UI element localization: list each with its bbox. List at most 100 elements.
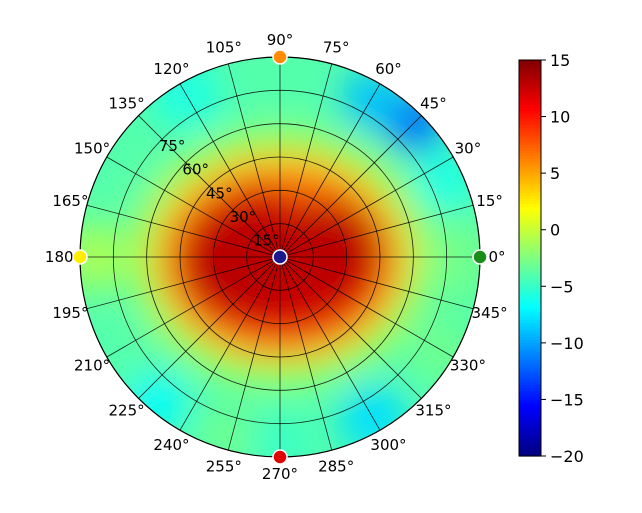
radial-tick-label: 75° — [159, 137, 186, 155]
colorbar-segment — [519, 60, 541, 64]
colorbar-segment — [519, 235, 541, 239]
azimuth-gridline — [279, 256, 454, 358]
colorbar-segment — [519, 325, 541, 330]
colorbar-segment — [519, 283, 541, 287]
colorbar-segment — [519, 308, 541, 313]
colorbar-segment — [519, 156, 541, 160]
colorbar-segment — [519, 71, 541, 75]
colorbar-segment — [519, 96, 541, 101]
colorbar-segment — [519, 260, 541, 265]
azimuth-gridline — [279, 256, 333, 451]
colorbar-tick-label: −15 — [550, 390, 584, 409]
azimuth-tick-label: 240° — [153, 436, 189, 454]
colorbar-segment — [519, 232, 541, 236]
azimuth-tick-label: 150° — [74, 140, 110, 158]
colorbar-segment — [519, 209, 541, 214]
azimuth-tick-label: 105° — [206, 38, 242, 56]
colorbar-segment — [519, 144, 541, 149]
colorbar-segment — [519, 150, 541, 154]
colorbar-segment — [519, 328, 541, 333]
colorbar-segment — [519, 201, 541, 205]
colorbar-segment — [519, 368, 541, 372]
colorbar-segment — [519, 342, 541, 347]
azimuth-tick-label: 255° — [206, 458, 242, 476]
colorbar-segment — [519, 215, 541, 219]
colorbar-segment — [519, 252, 541, 256]
colorbar-segment — [519, 362, 541, 367]
azimuth-gridline — [279, 256, 422, 399]
colorbar-segment — [519, 450, 541, 454]
colorbar-segment — [519, 62, 541, 67]
colorbar-segment — [519, 226, 541, 231]
colorbar-segment — [519, 119, 541, 123]
colorbar-segment — [519, 390, 541, 395]
heat-blob — [180, 217, 280, 313]
colorbar-tick-label: 0 — [550, 221, 560, 240]
azimuth-gridline — [279, 256, 474, 310]
colorbar-segment — [519, 311, 541, 316]
colorbar-segment — [519, 382, 541, 386]
colorbar-segment — [519, 365, 541, 369]
colorbar-segment — [519, 399, 541, 403]
colorbar-segment — [519, 198, 541, 203]
colorbar-segment — [519, 76, 541, 81]
colorbar-segment — [519, 427, 541, 432]
colorbar-segment — [519, 422, 541, 426]
polar-grid — [79, 56, 481, 458]
colorbar-tick-label: −5 — [550, 277, 574, 296]
colorbar-segment — [519, 263, 541, 268]
colorbar-segment — [519, 345, 541, 350]
colorbar-segment — [519, 357, 541, 361]
azimuth-gridline — [179, 83, 281, 258]
colorbar-segment — [519, 433, 541, 437]
azimuth-gridline — [279, 256, 381, 431]
colorbar-segment — [519, 175, 541, 180]
azimuth-tick-label: 345° — [472, 304, 508, 322]
colorbar-segment — [519, 85, 541, 89]
azimuth-tick-label: 330° — [450, 357, 486, 375]
colorbar-segment — [519, 130, 541, 135]
colorbar-segment — [519, 110, 541, 115]
colorbar-segment — [519, 88, 541, 92]
azimuth-tick-label: 75° — [323, 38, 350, 56]
colorbar-segment — [519, 323, 541, 327]
colorbar-segment — [519, 294, 541, 299]
colorbar-tick-label: −10 — [550, 334, 584, 353]
colorbar-segment — [519, 102, 541, 106]
colorbar-segment — [519, 419, 541, 423]
azimuth-gridline — [227, 256, 281, 451]
azimuth-tick-label: 165° — [52, 192, 88, 210]
colorbar-segment — [519, 218, 541, 222]
heat-blob — [280, 171, 340, 203]
colorbar-tick-label: 15 — [550, 51, 570, 70]
colorbar-segment — [519, 396, 541, 401]
azimuth-gridline — [138, 115, 281, 258]
colorbar-segment — [519, 122, 541, 126]
colorbar-segment — [519, 416, 541, 420]
colorbar-segment — [519, 407, 541, 412]
colorbar-segment — [519, 243, 541, 248]
colorbar-segment — [519, 255, 541, 259]
colorbar-segment — [519, 221, 541, 225]
colorbar-segment — [519, 337, 541, 341]
colorbar-segment — [519, 402, 541, 406]
colorbar-segment — [519, 286, 541, 290]
azimuth-gridline — [106, 156, 281, 258]
colorbar-segment — [519, 331, 541, 335]
colorbar-segment — [519, 289, 541, 293]
azimuth-gridline — [106, 256, 281, 358]
colorbar-segment — [519, 385, 541, 389]
colorbar-segment — [519, 181, 541, 186]
colorbar-segment — [519, 204, 541, 208]
colorbar-segment — [519, 167, 541, 171]
colorbar-segment — [519, 65, 541, 70]
azimuth-tick-label: 60° — [375, 60, 402, 78]
colorbar-segment — [519, 170, 541, 174]
colorbar-segment — [519, 272, 541, 276]
colorbar: 15 10 5 0 −5 −10 −15 −20 — [518, 51, 584, 466]
colorbar-segment — [519, 127, 541, 132]
azimuth-tick-label: 15° — [476, 192, 503, 210]
colorbar-segment — [519, 258, 541, 262]
colorbar-segment — [519, 291, 541, 296]
